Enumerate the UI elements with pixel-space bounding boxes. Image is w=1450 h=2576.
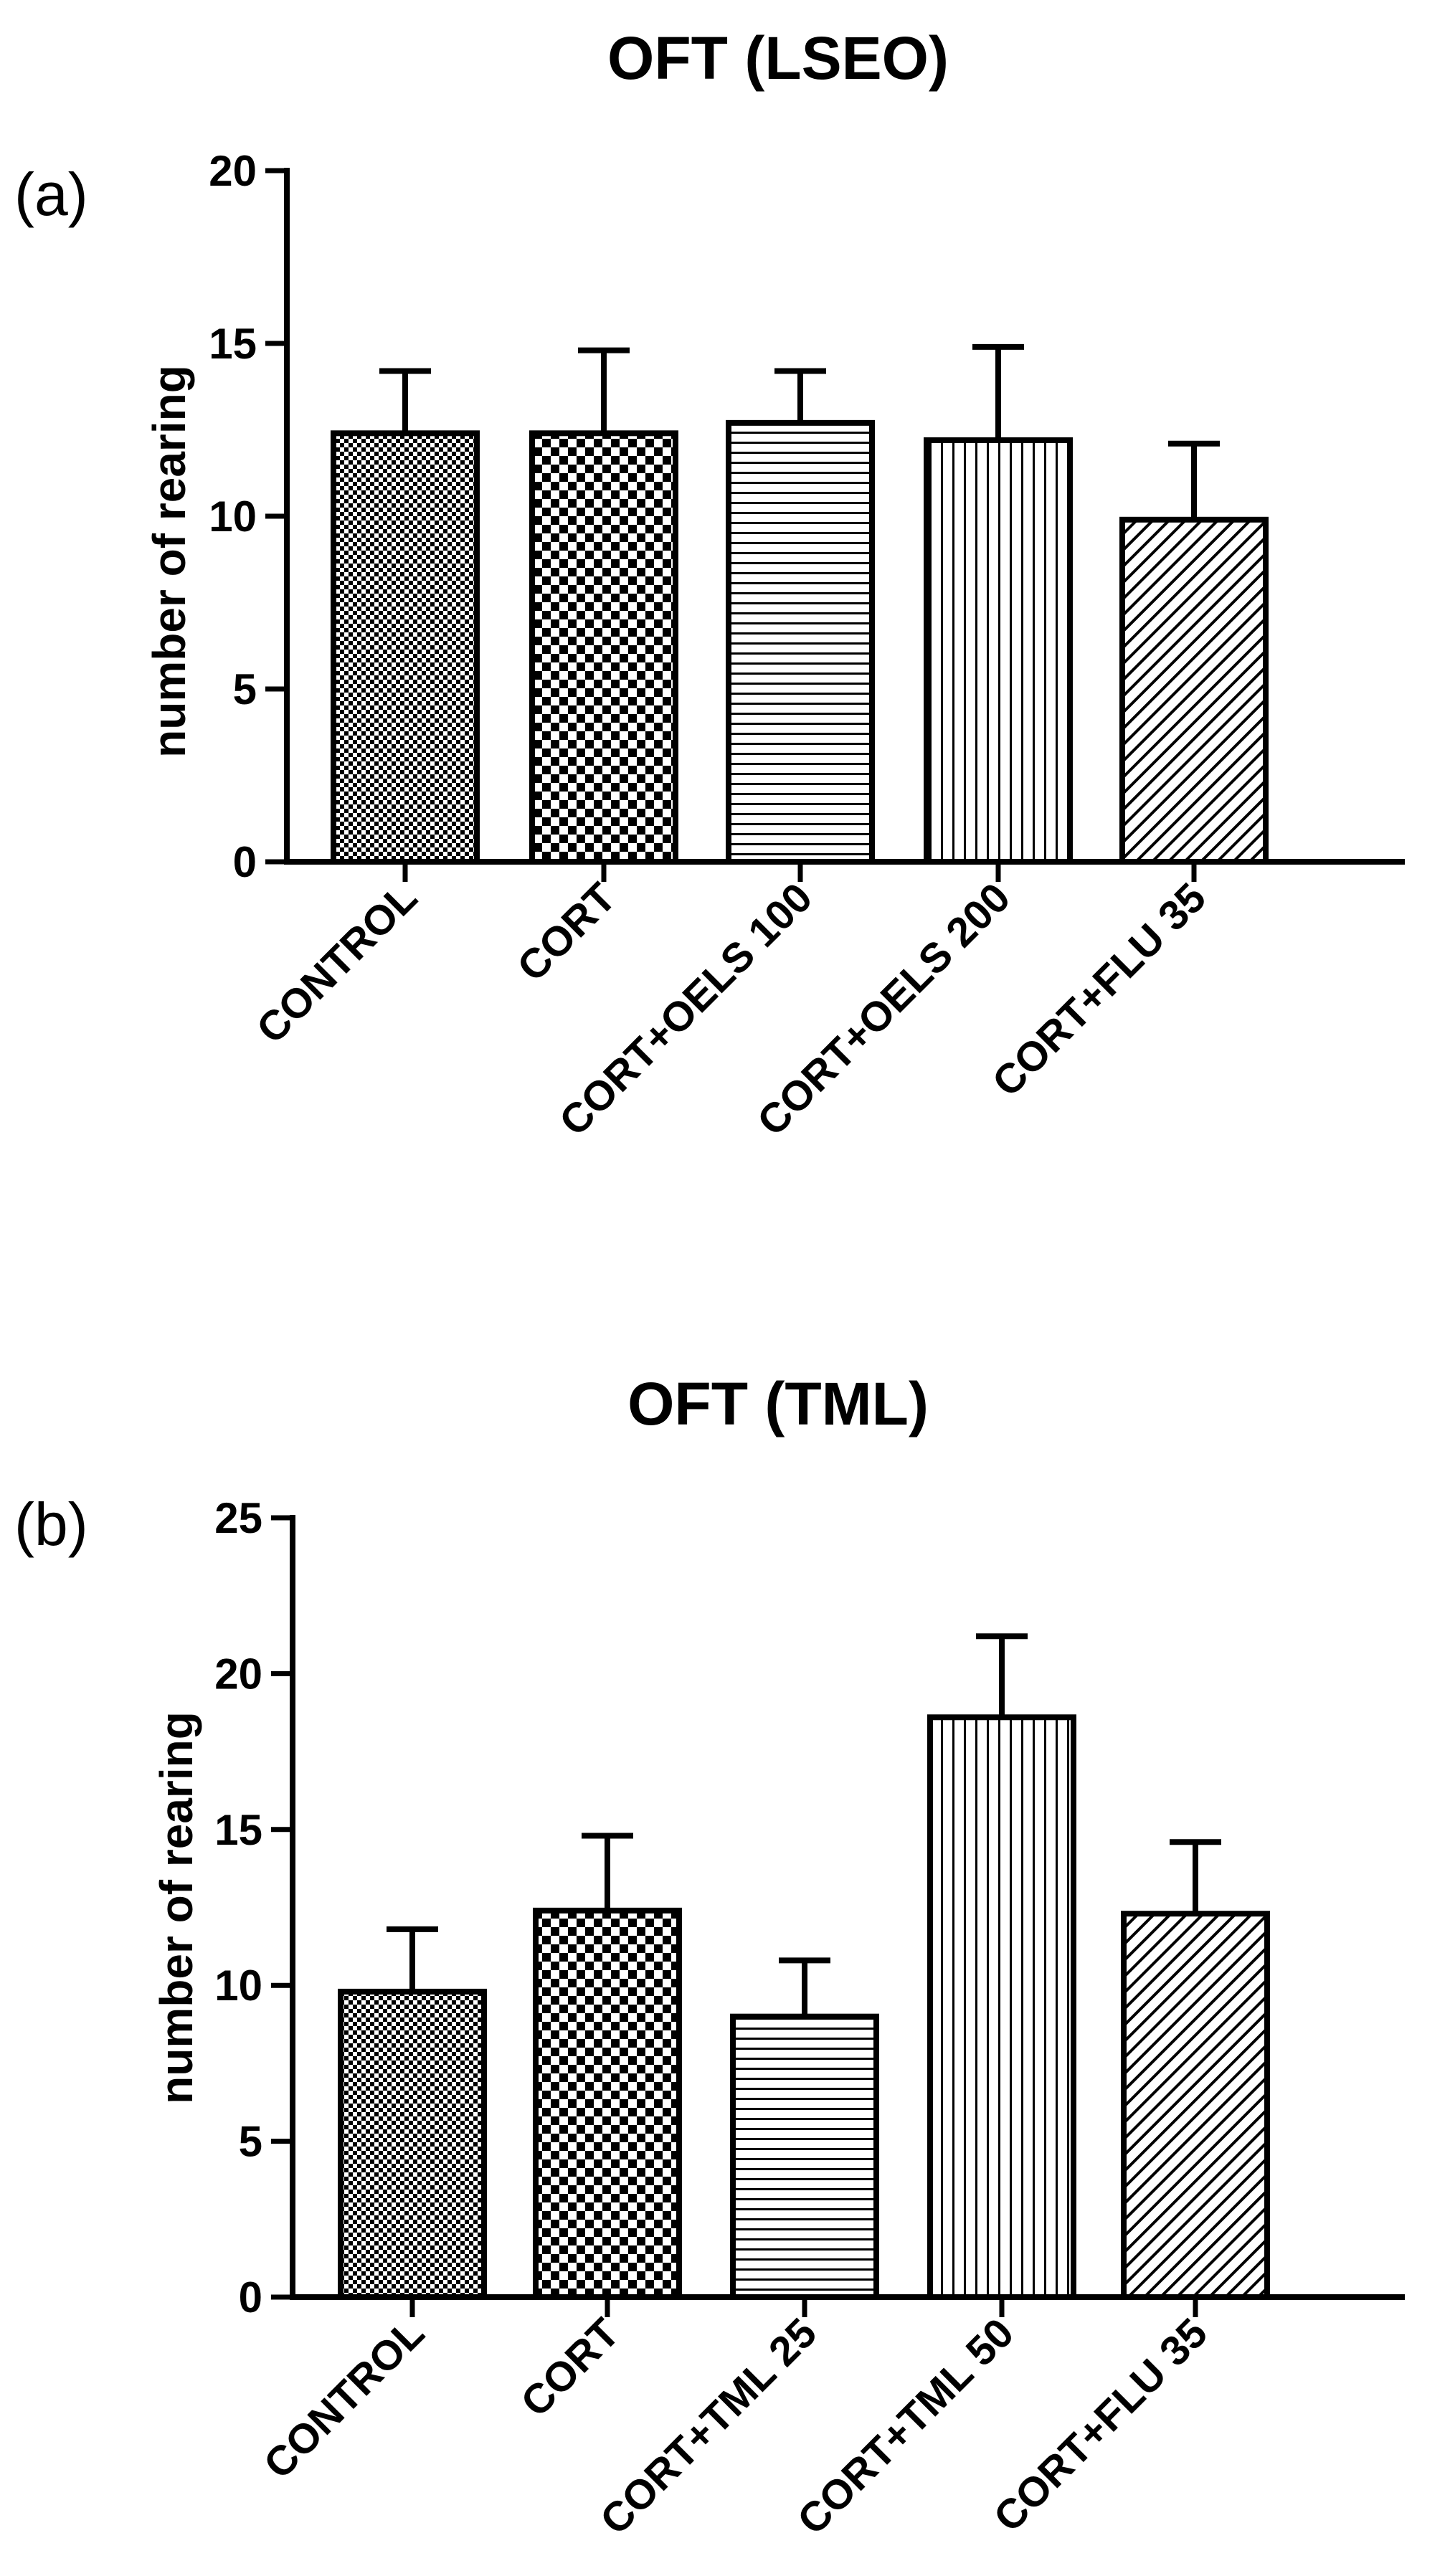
y-axis-label: number of rearing	[143, 365, 195, 758]
y-tick-label: 0	[233, 838, 257, 886]
bar-5	[1121, 1911, 1270, 2301]
y-tick-label: 20	[209, 147, 257, 195]
y-tick-label: 20	[214, 1650, 262, 1698]
panel-label: (a)	[14, 161, 88, 228]
y-tick-label: 15	[209, 320, 257, 368]
y-tick-label: 25	[214, 1494, 262, 1542]
bar-1	[338, 1988, 487, 2300]
bar-2	[529, 430, 678, 865]
chart-title: OFT (TML)	[627, 1370, 929, 1437]
panel-label: (b)	[14, 1491, 88, 1558]
x-tick-label: CONTROL	[247, 874, 426, 1052]
bar-2	[533, 1907, 682, 2300]
y-axis-label: number of rearing	[151, 1711, 202, 2104]
y-tick-label: 15	[214, 1806, 262, 1854]
bar-5	[1119, 516, 1269, 865]
bar-1	[331, 430, 480, 865]
x-tick-label: CONTROL	[255, 2309, 433, 2488]
y-tick-label: 10	[209, 493, 257, 541]
x-tick-label: CORT+FLU 35	[983, 874, 1215, 1106]
y-tick-label: 5	[233, 665, 257, 713]
y-tick-label: 5	[239, 2118, 262, 2166]
bar-3	[726, 419, 875, 865]
y-tick-label: 10	[214, 1962, 262, 2010]
chart-title: OFT (LSEO)	[607, 24, 949, 92]
chart-panel-a: OFT (LSEO) (a) number of rearing 0 5 10 15 2…	[14, 24, 1405, 1145]
y-tick-label: 0	[239, 2273, 262, 2321]
bar-4	[927, 1714, 1076, 2300]
bar-4	[924, 437, 1073, 865]
bar-3	[730, 2013, 879, 2300]
bar-series	[331, 343, 1269, 865]
bar-series	[338, 1633, 1270, 2301]
x-tick-label: CORT	[508, 874, 625, 990]
x-tick-label: CORT	[512, 2309, 628, 2425]
chart-panel-b: OFT (TML) (b) number of rearing 0 5 10 15 20…	[14, 1370, 1405, 2544]
